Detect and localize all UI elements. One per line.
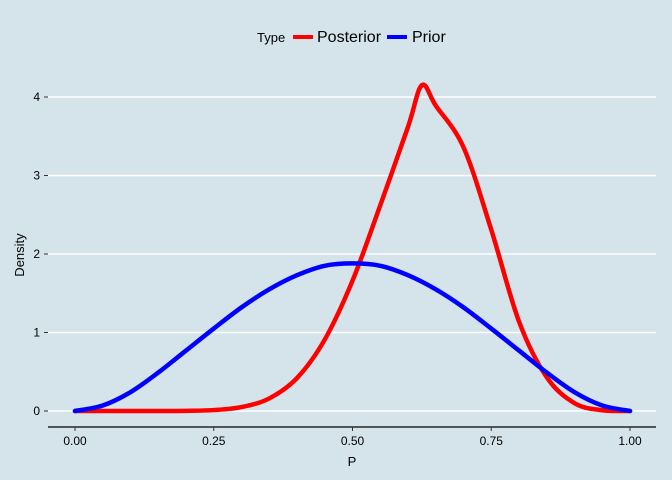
grid-lines <box>48 96 656 412</box>
x-tick-label: 0.25 <box>202 434 226 448</box>
x-tick-label: 1.00 <box>618 434 642 448</box>
legend-label-posterior: Posterior <box>317 29 382 46</box>
tick-labels: 0 1 2 3 4 0.00 0.25 0.50 0.75 1.00 <box>33 90 642 448</box>
x-tick-label: 0.75 <box>480 434 504 448</box>
axes <box>44 96 656 431</box>
legend: Type Posterior Prior <box>257 29 446 46</box>
x-tick-label: 0.00 <box>63 434 87 448</box>
y-tick-label: 1 <box>33 326 40 340</box>
y-tick-label: 2 <box>33 247 40 261</box>
series-line-prior <box>72 261 633 414</box>
x-tick-label: 0.50 <box>341 434 365 448</box>
y-tick-label: 0 <box>33 404 40 418</box>
y-tick-label: 4 <box>33 90 40 104</box>
y-axis-title: Density <box>12 233 27 277</box>
series-line-posterior <box>72 82 633 414</box>
x-axis-title: P <box>348 454 357 469</box>
legend-title: Type <box>257 30 285 45</box>
y-tick-label: 3 <box>33 169 40 183</box>
legend-label-prior: Prior <box>412 29 446 46</box>
series-lines <box>72 82 633 414</box>
